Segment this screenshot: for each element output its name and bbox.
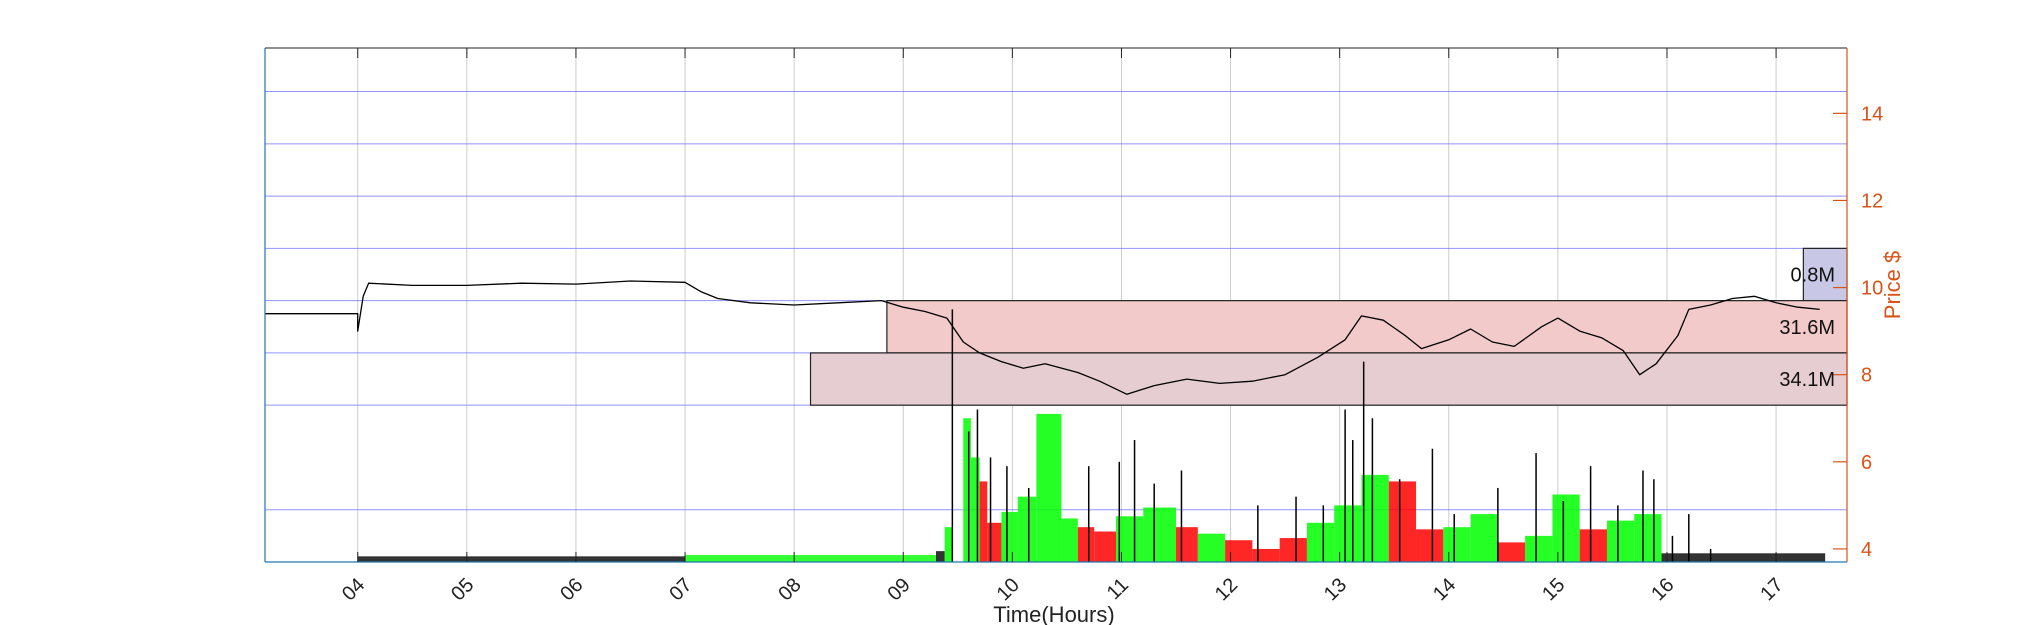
volume-bar — [987, 522, 1002, 562]
x-tick-label: 14 — [1429, 574, 1460, 605]
volume-bar — [1094, 531, 1117, 562]
price-series — [265, 280, 1820, 395]
volume-bar — [1061, 518, 1078, 562]
volume-profile-label: 34.1M — [1779, 369, 1835, 391]
volume-bar — [1036, 413, 1062, 562]
volume-bar — [1579, 529, 1607, 562]
volume-bar — [1334, 505, 1362, 562]
price-line — [265, 280, 1820, 395]
volume-profile-zone — [809, 352, 1848, 406]
x-tick-label: 04 — [338, 574, 369, 605]
volume-bar — [1197, 533, 1226, 562]
volume-bar — [1252, 548, 1280, 562]
volume-bar — [1552, 494, 1580, 562]
x-tick-label: 15 — [1538, 574, 1569, 605]
x-tick-label: 10 — [993, 574, 1024, 605]
baseline-volume-bar — [1661, 553, 1826, 562]
volume-bar — [970, 457, 980, 562]
y-tick-label: 12 — [1861, 190, 1883, 212]
volume-bar — [1017, 496, 1037, 562]
volume-bar — [1143, 507, 1177, 562]
x-axis-title: Time(Hours) — [993, 602, 1114, 625]
volume-bar — [1634, 514, 1662, 562]
x-tick-label: 05 — [447, 574, 478, 605]
x-tick-label: 13 — [1320, 574, 1351, 605]
y-axis-title: Price $ — [1880, 251, 1905, 319]
volume-profile-zones — [809, 247, 1848, 406]
y-tick-label: 4 — [1861, 539, 1872, 561]
volume-bar — [1525, 535, 1553, 562]
x-tick-label: 12 — [1211, 574, 1242, 605]
volume-bar — [944, 527, 953, 562]
volume-profile-label: 0.8M — [1791, 265, 1835, 287]
x-tick-label: 06 — [556, 574, 587, 605]
x-tick-label: 08 — [774, 574, 805, 605]
volume-profile-zone — [886, 300, 1848, 354]
volume-bar — [1361, 474, 1389, 562]
volume-bar — [1077, 527, 1095, 562]
baseline-volume-bar — [357, 556, 686, 562]
volume-bar — [1470, 514, 1498, 562]
y-axis-ticks: 4 6 8 10 12 14 — [1833, 103, 1883, 561]
y-tick-label: 8 — [1861, 365, 1872, 387]
volume-bar — [1306, 522, 1335, 562]
volume-bar — [1388, 481, 1417, 562]
x-tick-label: 16 — [1647, 574, 1678, 605]
baseline-volume-bar — [685, 555, 936, 562]
volume-bar — [1176, 527, 1198, 562]
volume-bar — [1443, 527, 1471, 562]
y-tick-label: 10 — [1861, 278, 1883, 300]
volume-bar — [1225, 540, 1253, 562]
volume-bars — [944, 413, 1662, 562]
volume-bar — [1606, 520, 1635, 562]
x-tick-label: 09 — [884, 574, 915, 605]
volume-bar — [1416, 529, 1444, 562]
axes — [264, 47, 1848, 563]
y-tick-label: 6 — [1861, 452, 1872, 474]
volume-profile-label: 31.6M — [1779, 317, 1835, 339]
zone-labels: 0.8M 31.6M 34.1M — [1779, 265, 1835, 392]
volume-bar — [1497, 542, 1526, 562]
y-tick-label: 14 — [1861, 103, 1883, 125]
baseline-volume-bar — [935, 551, 945, 562]
baseline-volume — [357, 551, 1826, 562]
volume-bar — [963, 418, 971, 562]
volume-spikes — [951, 309, 1712, 562]
x-tick-label: 11 — [1103, 574, 1133, 604]
volume-bar — [1279, 538, 1307, 562]
x-tick-label: 07 — [665, 574, 696, 605]
volume-bar — [1116, 516, 1144, 562]
x-tick-label: 17 — [1756, 574, 1787, 605]
volume-bar — [979, 481, 988, 562]
volume-bar — [1001, 511, 1018, 562]
